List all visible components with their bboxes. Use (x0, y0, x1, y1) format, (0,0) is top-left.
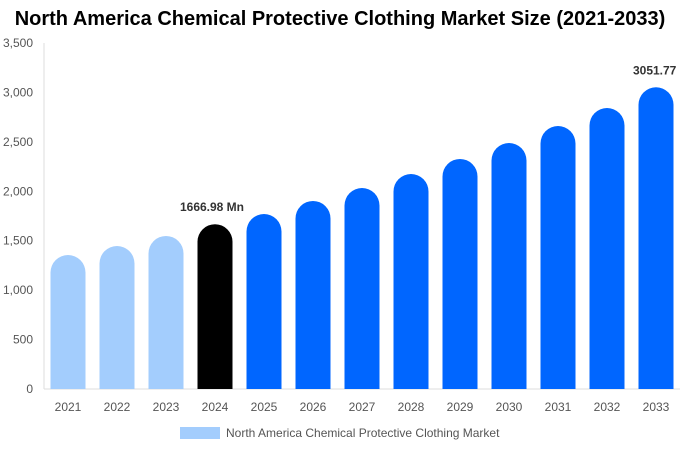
x-tick-label: 2027 (349, 400, 376, 414)
x-tick-label: 2026 (300, 400, 327, 414)
bar-2027 (344, 188, 380, 389)
legend: North America Chemical Protective Clothi… (180, 426, 499, 440)
bar-2028 (393, 173, 429, 389)
bar-2029 (442, 158, 478, 389)
x-tick-label: 2024 (202, 400, 229, 414)
x-tick-label: 2033 (643, 400, 670, 414)
bar-2030 (491, 143, 527, 389)
x-tick-label: 2022 (104, 400, 131, 414)
bar-2023 (148, 235, 184, 389)
bar-2033 (638, 87, 674, 390)
x-tick-label: 2030 (496, 400, 523, 414)
x-tick-label: 2031 (545, 400, 572, 414)
y-tick-label: 1,500 (3, 234, 33, 248)
legend-label: North America Chemical Protective Clothi… (226, 426, 500, 440)
bar-2024 (197, 224, 233, 389)
x-tick-label: 2028 (398, 400, 425, 414)
x-tick-label: 2029 (447, 400, 474, 414)
y-tick-label: 1,000 (3, 283, 33, 297)
y-tick-label: 3,500 (3, 36, 33, 50)
x-tick-label: 2032 (594, 400, 621, 414)
x-tick-label: 2023 (153, 400, 180, 414)
y-tick-label: 0 (26, 382, 33, 396)
chart-title: North America Chemical Protective Clothi… (14, 8, 666, 30)
y-tick-label: 2,000 (3, 184, 33, 198)
data-label: 3051.77 Mn (633, 63, 680, 77)
legend-swatch (180, 427, 220, 439)
x-tick-label: 2025 (251, 400, 278, 414)
data-label: 1666.98 Mn (180, 200, 244, 214)
y-tick-label: 3,000 (3, 85, 33, 99)
x-tick-label: 2021 (55, 400, 82, 414)
bar-2031 (540, 126, 576, 389)
y-tick-label: 500 (13, 333, 33, 347)
bar-2025 (246, 214, 282, 389)
bar-2022 (99, 246, 135, 389)
bar-2032 (589, 108, 625, 389)
bar-2021 (50, 255, 86, 389)
y-tick-label: 2,500 (3, 135, 33, 149)
bar-2026 (295, 200, 331, 389)
